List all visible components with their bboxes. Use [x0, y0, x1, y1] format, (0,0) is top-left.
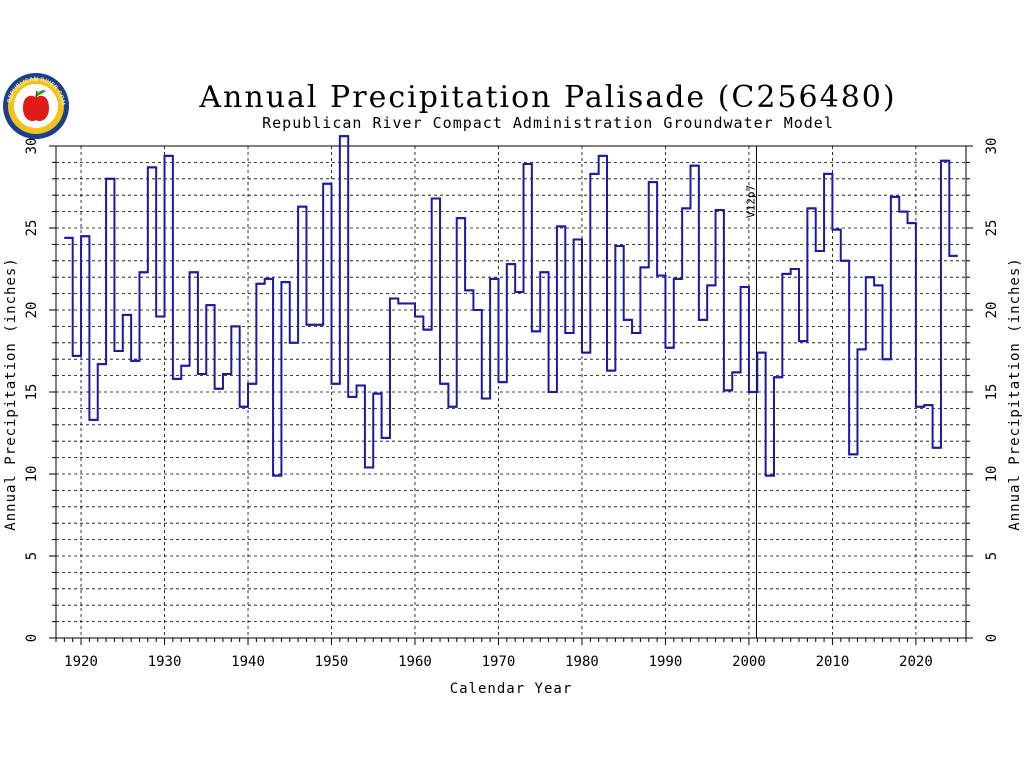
y-tick-label-left: 10 [24, 466, 40, 483]
precipitation-step-line [64, 135, 958, 477]
y-tick-label-left: 20 [24, 302, 40, 319]
y-tick-label-right: 5 [984, 552, 1000, 560]
y-tick-label-right: 15 [984, 384, 1000, 401]
x-tick-label: 2010 [816, 654, 850, 670]
stem-icon [35, 90, 38, 99]
y-tick-label-right: 0 [984, 634, 1000, 642]
y-axis-title-left: Annual Precipitation (inches) [3, 257, 19, 530]
y-tick-label-left: 5 [24, 552, 40, 560]
x-tick-label: 1940 [231, 654, 265, 670]
plot-frame [55, 145, 967, 639]
y-tick-label-right: 30 [984, 138, 1000, 155]
leaf-icon [36, 90, 46, 97]
x-tick-label: 2000 [732, 654, 766, 670]
axes: 1920 1930 1940 1950 1960 1970 1980 1990 2000 2010… [24, 138, 1000, 670]
apple-seal-icon [23, 95, 49, 122]
grid-lines [56, 146, 966, 638]
y-axis-title-right: Annual Precipitation (inches) [1007, 257, 1023, 530]
x-tick-label: 1980 [565, 654, 599, 670]
y-tick-label-left: 25 [24, 220, 40, 237]
x-tick-label: 1990 [649, 654, 683, 670]
logo: REPUBLICAN RIVER COMPACT [3, 73, 69, 139]
y-tick-label-left: 0 [24, 634, 40, 642]
x-axis-title: Calendar Year [450, 681, 573, 697]
x-tick-label: 1920 [64, 654, 98, 670]
chart-subtitle: Republican River Compact Administration … [262, 114, 834, 132]
y-tick-label-left: 15 [24, 384, 40, 401]
x-tick-label: 1970 [482, 654, 516, 670]
y-tick-label-right: 25 [984, 220, 1000, 237]
y-tick-label-right: 10 [984, 466, 1000, 483]
y-tick-label-right: 20 [984, 302, 1000, 319]
x-tick-label: 1960 [398, 654, 432, 670]
y-tick-label-left: 30 [24, 138, 40, 155]
x-tick-label: 2020 [899, 654, 933, 670]
data-series [64, 135, 958, 477]
annotation-label: V12p7 [744, 185, 757, 218]
chart-title: Annual Precipitation Palisade (C256480) [198, 80, 896, 115]
x-tick-label: 1950 [315, 654, 349, 670]
x-tick-label: 1930 [148, 654, 182, 670]
